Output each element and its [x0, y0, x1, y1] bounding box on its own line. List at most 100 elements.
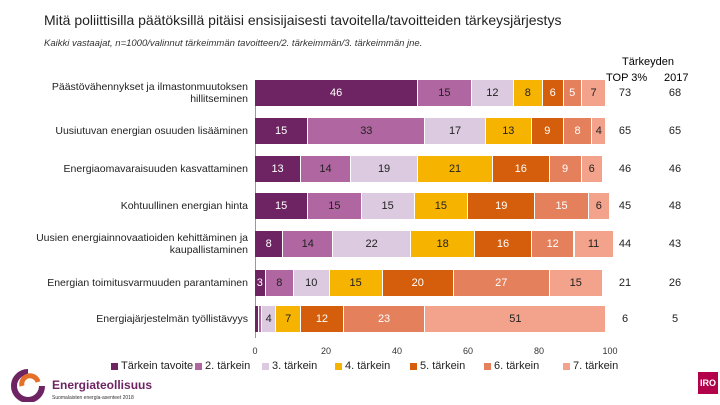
- value-2017: 68: [668, 87, 682, 99]
- legend-label: 3. tärkein: [272, 360, 318, 372]
- bar-segment: 8: [514, 80, 543, 106]
- bar-segment: 51: [425, 306, 607, 332]
- iro-logo: IRO: [698, 372, 718, 394]
- chart-title: Mitä poliittisilla päätöksillä pitäisi e…: [44, 12, 562, 28]
- top3-value: 45: [618, 200, 632, 212]
- bar-segment: 15: [418, 80, 472, 106]
- bar-segment: 19: [350, 156, 419, 182]
- legend-swatch: [335, 362, 342, 370]
- value-2017: 5: [671, 313, 679, 325]
- value-2017: 26: [668, 277, 682, 289]
- bar-segment: [255, 306, 259, 332]
- value-2017: 46: [668, 163, 682, 175]
- bar-segment: 15: [549, 270, 603, 296]
- x-tick-label: 100: [602, 346, 618, 356]
- bar-segment: 6: [581, 156, 603, 182]
- category-label: Kohtuullinen energian hinta: [120, 200, 248, 212]
- legend-label: 2. tärkein: [205, 360, 251, 372]
- legend-label: 6. tärkein: [494, 360, 540, 372]
- category-label: Energiaomavaraisuuden kasvattaminen: [63, 163, 248, 175]
- bar-segment: 14: [283, 231, 334, 257]
- bar-segment: 7: [581, 80, 607, 106]
- category-label: Uusien energiainnovaatioiden kehittämine…: [36, 232, 248, 256]
- x-tick-label: 40: [391, 346, 402, 356]
- bar-segment: 6: [542, 80, 564, 106]
- legend-item: 3. tärkein: [262, 360, 317, 372]
- legend-swatch: [195, 362, 202, 370]
- bar-segment: 3: [255, 270, 266, 296]
- bar-segment: 23: [343, 306, 426, 332]
- bar-segment: 22: [333, 231, 412, 257]
- legend-swatch: [484, 362, 491, 370]
- top3-value: 46: [618, 163, 632, 175]
- top3-value: 6: [621, 313, 629, 325]
- category-label: Uusiutuvan energian osuuden lisääminen: [55, 125, 248, 137]
- bar-segment: 7: [276, 306, 302, 332]
- x-tick-label: 20: [320, 346, 331, 356]
- bar-segment: 14: [301, 156, 351, 182]
- bar-segment: 46: [255, 80, 419, 106]
- value-2017: 43: [668, 238, 682, 250]
- legend-label: Tärkein tavoite: [121, 360, 194, 372]
- legend-swatch: [410, 362, 417, 370]
- bar-segment: 12: [471, 80, 515, 106]
- side-table-header: Tärkeyden: [622, 56, 674, 68]
- bar-segment: 8: [255, 231, 284, 257]
- category-label: Energiajärjestelmän työllistävyys: [96, 313, 248, 325]
- legend-swatch: [563, 362, 570, 370]
- legend-swatch: [262, 362, 269, 370]
- logo-subtext: Suomalaisten energia-asenteet 2018: [52, 395, 134, 401]
- logo-text: Energiateollisuus: [52, 378, 153, 392]
- bar-segment: 4: [262, 306, 277, 332]
- bar-segment: 8: [563, 118, 593, 144]
- bar-segment: 15: [361, 193, 415, 219]
- top3-value: 44: [618, 238, 632, 250]
- bar-segment: 11: [574, 231, 614, 257]
- category-label: Päästövähennykset ja ilmastonmuutoksen h…: [51, 81, 248, 105]
- chart-subtitle: Kaikki vastaajat, n=1000/valinnut tärkei…: [44, 38, 423, 49]
- legend-item: 6. tärkein: [484, 360, 539, 372]
- x-tick-label: 0: [252, 346, 258, 356]
- bar-segment: 15: [255, 118, 309, 144]
- legend-item: Tärkein tavoite: [111, 360, 193, 372]
- legend-item: 5. tärkein: [410, 360, 465, 372]
- bar-segment: 15: [308, 193, 362, 219]
- value-2017: 48: [668, 200, 682, 212]
- top3-value: 73: [618, 87, 632, 99]
- bar-segment: 18: [411, 231, 476, 257]
- legend-item: 2. tärkein: [195, 360, 250, 372]
- bar-segment: 9: [549, 156, 582, 182]
- legend-item: 4. tärkein: [335, 360, 390, 372]
- category-label: Energian toimitusvarmuuden parantaminen: [47, 277, 248, 289]
- bar-segment: 19: [468, 193, 536, 219]
- legend-item: 7. tärkein: [563, 360, 618, 372]
- bar-segment: 16: [475, 231, 532, 257]
- bar-segment: 13: [485, 118, 532, 144]
- x-tick-label: 60: [462, 346, 473, 356]
- legend-label: 7. tärkein: [573, 360, 619, 372]
- bar-segment: 20: [382, 270, 454, 296]
- bar-segment: 15: [535, 193, 589, 219]
- side-col2-header: 2017: [664, 72, 689, 84]
- bar-segment: 13: [255, 156, 302, 182]
- energiateollisuus-logo-icon: [11, 369, 45, 402]
- bar-segment: 6: [588, 193, 610, 219]
- legend-label: 5. tärkein: [420, 360, 466, 372]
- bar-segment: 4: [592, 118, 607, 144]
- bar-segment: 15: [329, 270, 383, 296]
- value-2017: 65: [668, 125, 682, 137]
- side-col1-header: TOP 3%: [606, 72, 648, 84]
- bar-segment: 21: [418, 156, 493, 182]
- bar-segment: 12: [531, 231, 575, 257]
- bar-segment: 10: [294, 270, 330, 296]
- bar-segment: 33: [308, 118, 426, 144]
- top3-value: 21: [618, 277, 632, 289]
- bar-segment: 9: [531, 118, 564, 144]
- x-tick-label: 80: [533, 346, 544, 356]
- bar-segment: 12: [301, 306, 344, 332]
- bar-segment: 15: [255, 193, 309, 219]
- bar-segment: 15: [414, 193, 468, 219]
- top3-value: 65: [618, 125, 632, 137]
- legend-swatch: [111, 362, 118, 370]
- legend-label: 4. tärkein: [345, 360, 391, 372]
